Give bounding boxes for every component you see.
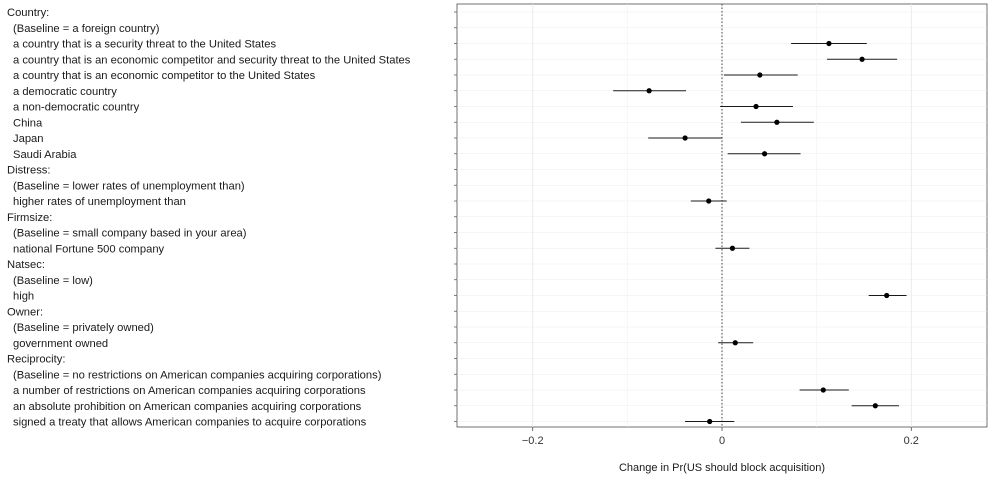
x-axis: −0.2 0 0.2 (522, 427, 919, 447)
x-tick-label: 0.2 (904, 435, 919, 447)
point-estimate (706, 198, 712, 204)
row-level-label: national Fortune 500 company (13, 243, 165, 255)
x-axis-title: Change in Pr(US should block acquisition… (619, 462, 825, 474)
row-baseline-label: (Baseline = no restrictions on American … (13, 369, 382, 381)
row-baseline-label: (Baseline = low) (13, 275, 93, 287)
row-level-label: higher rates of unemployment than (13, 196, 186, 208)
row-level-label: an absolute prohibition on American comp… (13, 401, 362, 413)
row-baseline-label: (Baseline = privately owned) (13, 322, 154, 334)
point-estimate (826, 40, 832, 47)
point-estimate (646, 88, 652, 94)
row-level-label: signed a treaty that allows American com… (13, 417, 367, 429)
point-estimate (682, 135, 688, 141)
row-heading-label: Owner: (7, 306, 43, 318)
point-estimate (774, 119, 780, 125)
row-level-label: a country that is an economic competitor… (13, 54, 411, 66)
point-estimate (707, 418, 713, 425)
x-tick-label: −0.2 (522, 435, 544, 447)
point-estimate (820, 387, 826, 393)
point-estimate (753, 103, 759, 110)
row-heading-label: Reciprocity: (7, 354, 65, 366)
x-tick-label: 0 (719, 435, 725, 447)
point-estimate (729, 245, 736, 251)
row-level-label: a number of restrictions on American com… (13, 385, 366, 397)
row-level-label: Japan (13, 133, 43, 145)
point-estimate (761, 151, 768, 157)
row-heading-label: Country: (7, 7, 49, 19)
point-estimate (757, 72, 763, 78)
row-level-label: government owned (13, 338, 108, 350)
row-heading-label: Firmsize: (7, 212, 52, 224)
row-level-label: a non-democratic country (13, 102, 140, 114)
row-level-label: a country that is a security threat to t… (13, 39, 276, 51)
row-label-layer: Country: (Baseline = a foreign country) a … (7, 7, 411, 429)
row-level-label: high (13, 291, 34, 303)
row-baseline-label: (Baseline = small company based in your … (13, 228, 247, 240)
row-baseline-label: (Baseline = lower rates of unemployment … (13, 180, 245, 192)
row-level-label: a country that is an economic competitor… (13, 70, 316, 82)
point-estimate (732, 340, 738, 346)
point-estimate (859, 56, 865, 62)
row-level-label: China (13, 117, 43, 129)
row-level-label: Saudi Arabia (13, 149, 77, 161)
row-heading-label: Distress: (7, 165, 51, 177)
row-level-label: a democratic country (13, 86, 117, 98)
row-heading-label: Natsec: (7, 259, 45, 271)
data-layer (613, 40, 907, 425)
point-estimate (884, 292, 890, 299)
row-baseline-label: (Baseline = a foreign country) (13, 23, 160, 35)
point-estimate (872, 403, 878, 409)
